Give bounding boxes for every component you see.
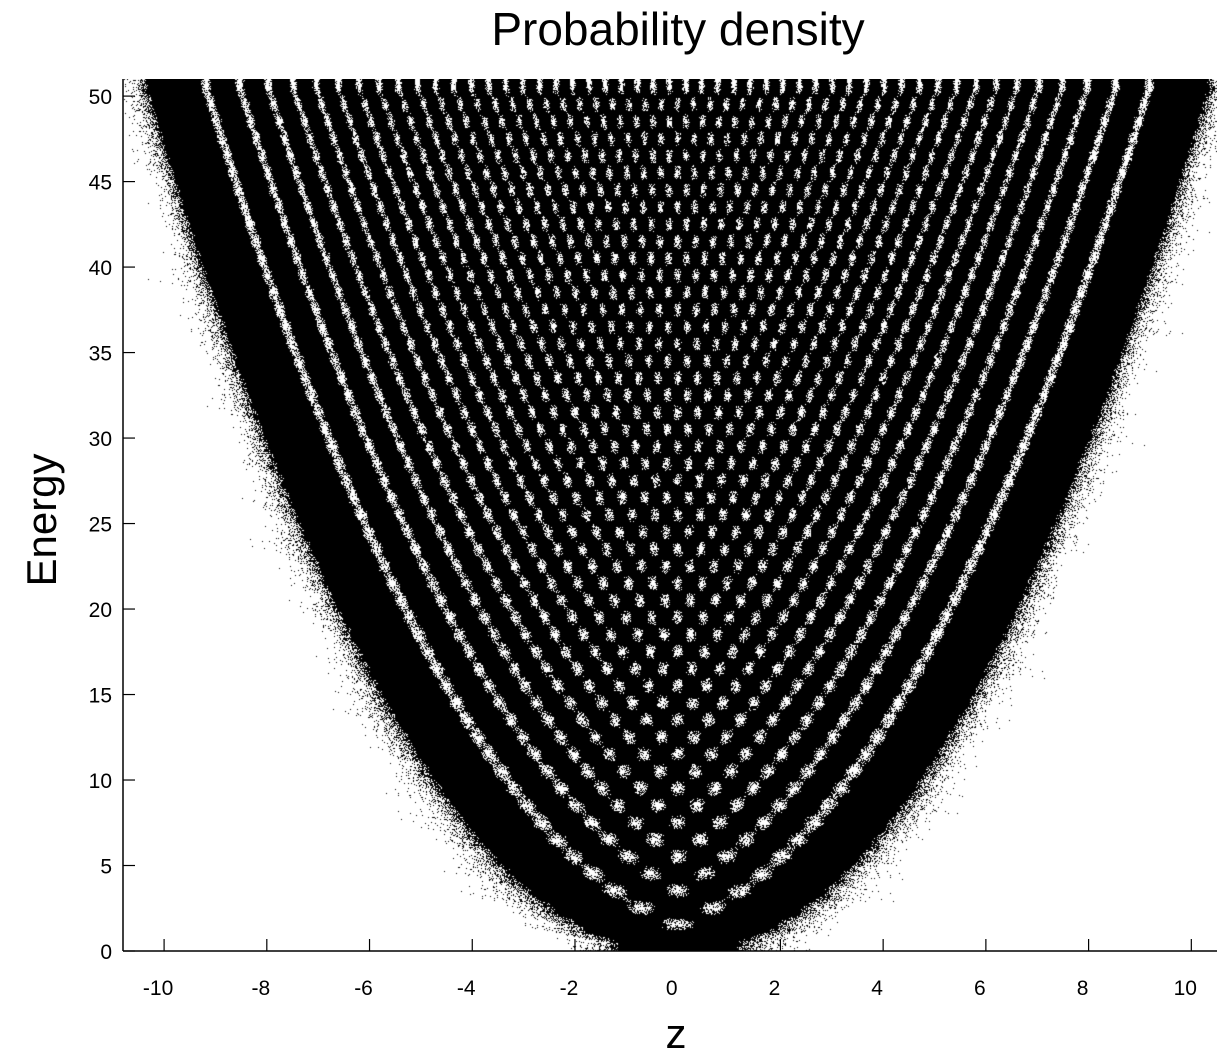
probability-density-heatmap (123, 79, 1217, 951)
y-tick-label: 40 (89, 257, 112, 280)
x-tick-label: -10 (143, 977, 173, 1000)
x-tick-label: -6 (354, 977, 373, 1000)
y-tick-label: 25 (89, 514, 112, 537)
y-tick-label: 45 (89, 172, 112, 195)
x-tick-label: -4 (457, 977, 476, 1000)
x-tick-label: -2 (560, 977, 579, 1000)
y-tick-label: 10 (89, 770, 112, 793)
x-tick-label: -8 (251, 977, 270, 1000)
y-tick-label: 5 (100, 856, 112, 879)
y-tick-label: 35 (89, 343, 112, 366)
x-tick-label: 4 (871, 977, 883, 1000)
x-tick-label: 2 (769, 977, 781, 1000)
y-tick-label: 20 (89, 599, 112, 622)
chart-title: Probability density (491, 3, 865, 55)
y-tick-label: 15 (89, 685, 112, 708)
y-tick-label: 0 (100, 941, 112, 964)
x-tick-label: 8 (1077, 977, 1089, 1000)
y-tick-label: 50 (89, 86, 112, 109)
x-tick-label: 6 (974, 977, 986, 1000)
x-tick-label: 10 (1174, 977, 1197, 1000)
x-axis-label: z (665, 1010, 687, 1057)
y-tick-label: 30 (89, 428, 112, 451)
x-tick-label: 0 (666, 977, 678, 1000)
